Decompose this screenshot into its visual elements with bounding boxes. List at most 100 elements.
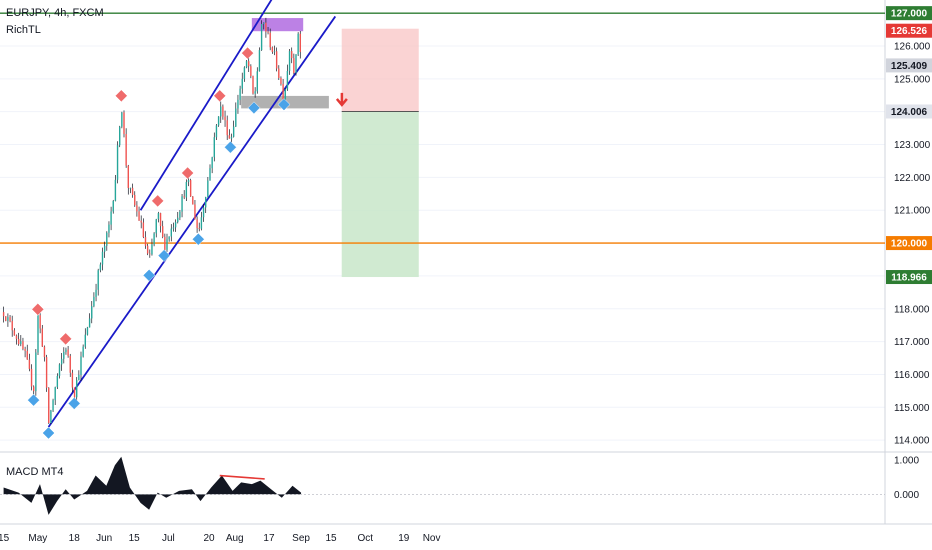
candle-up	[112, 200, 114, 212]
candle-up	[202, 207, 205, 218]
candle-down	[196, 219, 198, 229]
candle-up	[86, 327, 89, 335]
candle-up	[106, 232, 108, 246]
candle-down	[194, 204, 196, 220]
candle-down	[275, 51, 278, 69]
candle-down	[278, 68, 280, 78]
time-tick-label: 20	[203, 533, 215, 544]
swing-low-marker	[27, 393, 40, 407]
candle-down	[282, 83, 284, 100]
candle-up	[65, 349, 67, 352]
swing-low-marker	[42, 426, 55, 440]
candle-up	[78, 374, 80, 381]
candle-up	[121, 112, 123, 127]
channel-lower-line	[47, 15, 337, 428]
candle-down	[140, 220, 142, 223]
candle-up	[220, 106, 222, 117]
price-label-support: 120.000	[886, 236, 932, 251]
candle-down	[267, 31, 269, 33]
candle-down	[67, 349, 69, 356]
candle-up	[58, 364, 61, 376]
candle-down	[198, 228, 200, 229]
candle-up	[170, 228, 172, 237]
price-label-entry: 124.006	[886, 104, 932, 119]
time-tick-label: Jul	[162, 533, 175, 544]
candle-up	[237, 99, 239, 109]
candle-down	[269, 32, 271, 48]
candle-up	[82, 346, 84, 357]
candle-up	[119, 126, 121, 146]
candle-up	[20, 341, 22, 345]
macd-tick-label: 1.000	[894, 456, 919, 467]
candle-up	[286, 70, 289, 90]
candle-up	[185, 181, 188, 198]
candle-up	[155, 219, 157, 234]
candle-down	[125, 134, 127, 166]
swing-low-marker	[277, 98, 291, 111]
price-label-bg	[886, 58, 932, 73]
candle-up	[35, 352, 37, 392]
candle-down	[24, 348, 26, 351]
resistance-zone	[251, 18, 304, 32]
swing-high-marker	[114, 89, 128, 103]
candle-down	[142, 222, 145, 238]
channel-upper-line	[139, 0, 273, 211]
price-tick-label: 121.000	[894, 206, 931, 217]
candle-down	[291, 51, 293, 59]
candle-down	[136, 205, 138, 212]
indicator-name[interactable]: RichTL	[6, 24, 41, 36]
price-tick-label: 126.000	[894, 41, 931, 52]
candle-up	[260, 23, 263, 51]
candle-up	[243, 67, 246, 79]
candle-up	[52, 400, 54, 411]
candle-up	[63, 351, 65, 359]
swing-high-marker	[151, 194, 165, 208]
swing-high-marker	[59, 332, 73, 346]
time-tick-label: 18	[69, 533, 81, 544]
candle-down	[5, 316, 7, 321]
price-label-bg	[886, 6, 932, 21]
candle-up	[37, 315, 39, 353]
candle-up	[99, 264, 102, 271]
candle-up	[284, 89, 286, 100]
candle-up	[232, 126, 235, 137]
swing-high-marker	[181, 166, 194, 180]
candle-up	[295, 54, 297, 73]
candle-down	[123, 112, 125, 135]
candle-up	[209, 168, 211, 181]
candle-down	[138, 211, 140, 221]
price-label-text: 125.409	[891, 61, 928, 72]
macd-histogram	[3, 456, 302, 515]
price-tick-label: 115.000	[894, 403, 930, 414]
candle-down	[162, 226, 164, 237]
grid	[0, 0, 932, 525]
macd-label[interactable]: MACD MT4	[6, 466, 64, 478]
candle-up	[157, 213, 160, 220]
candle-up	[297, 33, 299, 55]
take-profit-zone	[341, 111, 419, 278]
candle-up	[256, 71, 258, 92]
candle-up	[153, 233, 155, 245]
candle-down	[226, 120, 228, 136]
price-label-text: 126.526	[891, 26, 928, 37]
price-label-text: 124.006	[891, 107, 928, 118]
candle-down	[248, 61, 250, 67]
swing-low-marker	[157, 249, 171, 262]
price-tick-label: 116.000	[894, 370, 930, 381]
price-label-text: 120.000	[891, 239, 928, 250]
price-label-target: 118.966	[886, 270, 932, 285]
candle-up	[245, 61, 248, 68]
swing-low-marker	[247, 101, 261, 115]
candle-down	[11, 320, 13, 331]
candle-down	[71, 372, 74, 388]
candle-up	[116, 145, 119, 180]
price-label-last: 125.409	[886, 58, 932, 73]
candle-up	[217, 116, 220, 126]
symbol-title[interactable]: EURJPY, 4h, FXCM	[6, 7, 104, 19]
price-tick-label: 117.000	[894, 337, 930, 348]
axes: 114.000115.000116.000117.000118.000119.0…	[0, 6, 932, 544]
candle-down	[33, 386, 35, 392]
candle-down	[45, 357, 48, 388]
candle-up	[258, 50, 261, 72]
